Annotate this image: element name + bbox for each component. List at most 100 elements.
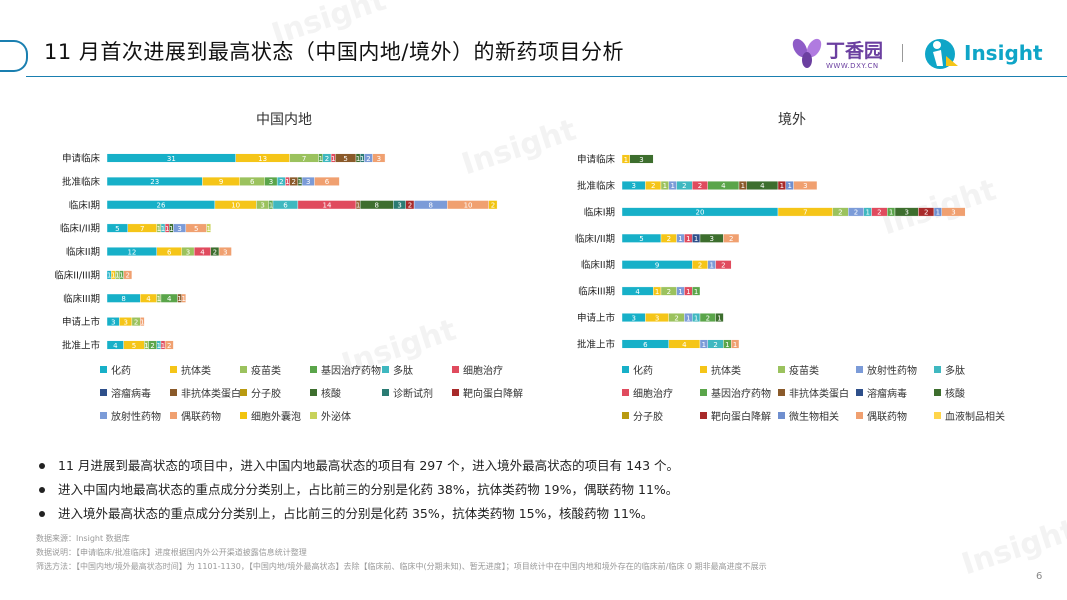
bar-value-label: 3 bbox=[709, 235, 713, 243]
bar-value-label: 3 bbox=[260, 202, 264, 210]
bar-value-label: 3 bbox=[177, 225, 181, 233]
bar-value-label: 2 bbox=[126, 272, 130, 280]
legend-item: 溶瘤病毒 bbox=[100, 385, 170, 400]
bar-value-label: 1 bbox=[725, 341, 729, 349]
bar-segment bbox=[715, 260, 732, 270]
legend-label: 抗体类 bbox=[711, 366, 741, 377]
page-number: 6 bbox=[1036, 571, 1043, 582]
bar-segment bbox=[372, 153, 386, 163]
bar-value-label: 1 bbox=[161, 342, 165, 350]
legend-item: 化药 bbox=[100, 362, 170, 377]
bar-value-label: 3 bbox=[223, 248, 227, 256]
legend-swatch bbox=[240, 366, 247, 373]
legend-swatch bbox=[310, 366, 317, 373]
category-label: 临床II期 bbox=[581, 259, 615, 271]
bar-segment bbox=[206, 223, 211, 233]
bar-value-label: 1 bbox=[865, 209, 869, 217]
bar-value-label: 6 bbox=[283, 202, 288, 210]
bar-value-label: 8 bbox=[428, 202, 432, 210]
bar-value-label: 7 bbox=[302, 155, 306, 163]
note-filter: 筛选方法：【中国内地/境外最高状态时间】为 1101-1130，【中国内地/境外… bbox=[36, 562, 767, 571]
footnotes: 数据来源：Insight 数据库 数据说明：【申请临床/批准临床】进度根据国内外… bbox=[36, 532, 767, 574]
logo-divider bbox=[902, 44, 903, 62]
legend-item: 血液制品相关 bbox=[934, 408, 1012, 423]
bar-value-label: 6 bbox=[325, 178, 330, 186]
bar-value-label: 1 bbox=[111, 272, 115, 280]
bar-segment bbox=[218, 247, 232, 256]
legend-label: 靶向蛋白降解 bbox=[463, 389, 523, 400]
bar-value-label: 1 bbox=[694, 235, 698, 243]
legend-swatch bbox=[622, 366, 629, 373]
note-description: 数据说明：【申请临床/批准临床】进度根据国内外公开渠道披露信息统计整理 bbox=[36, 548, 307, 557]
legend-label: 基因治疗药物 bbox=[321, 366, 381, 377]
legend-overseas: 化药 抗体类 疫苗类 放射性药物 多肽 细胞治疗 基因治疗药物 非抗体类蛋白 溶瘤病毒 核酸 分子胶… bbox=[622, 362, 1012, 423]
bar-value-label: 1 bbox=[269, 202, 273, 210]
legend-label: 偶联药物 bbox=[181, 412, 221, 423]
bar-value-label: 14 bbox=[322, 202, 331, 210]
legend-item: 细胞外囊泡 bbox=[240, 408, 310, 423]
bar-value-label: 4 bbox=[760, 182, 765, 190]
bar-value-label: 9 bbox=[655, 262, 659, 270]
legend-label: 分子胶 bbox=[633, 412, 663, 423]
dxy-logo-text: 丁香园 bbox=[826, 40, 884, 62]
legend-item: 基因治疗药物 bbox=[700, 385, 778, 400]
bar-value-label: 1 bbox=[360, 155, 364, 163]
bar-value-label: 1 bbox=[670, 182, 674, 190]
bar-segment bbox=[488, 200, 498, 210]
bar-value-label: 1 bbox=[686, 314, 690, 322]
bar-value-label: 9 bbox=[219, 178, 223, 186]
bar-value-label: 2 bbox=[491, 202, 495, 210]
category-label: 临床III期 bbox=[63, 293, 100, 305]
legend-label: 细胞治疗 bbox=[463, 366, 503, 377]
bar-value-label: 1 bbox=[733, 341, 737, 349]
bar-segment bbox=[181, 293, 187, 303]
legend-item: 多肽 bbox=[382, 362, 452, 377]
legend-label: 外泌体 bbox=[321, 412, 351, 423]
category-label: 临床I期 bbox=[69, 199, 100, 211]
bar-value-label: 8 bbox=[121, 295, 125, 303]
legend-item: 溶瘤病毒 bbox=[856, 385, 934, 400]
legend-label: 抗体类 bbox=[181, 366, 211, 377]
dxy-logo-url: WWW.DXY.CN bbox=[826, 62, 879, 70]
bar-value-label: 1 bbox=[780, 182, 784, 190]
bar-value-label: 4 bbox=[721, 182, 726, 190]
bar-value-label: 1 bbox=[161, 225, 165, 233]
legend-label: 靶向蛋白降解 bbox=[711, 412, 771, 423]
bar-value-label: 2 bbox=[150, 342, 154, 350]
bar-value-label: 1 bbox=[157, 295, 161, 303]
bar-value-label: 20 bbox=[696, 209, 705, 217]
legend-swatch bbox=[382, 389, 389, 396]
legend-swatch bbox=[170, 412, 177, 419]
category-label: 临床I/II期 bbox=[60, 223, 100, 235]
bar-value-label: 2 bbox=[877, 209, 881, 217]
bar-value-label: 2 bbox=[854, 209, 858, 217]
legend-label: 化药 bbox=[633, 366, 653, 377]
bar-value-label: 1 bbox=[165, 225, 169, 233]
legend-swatch bbox=[170, 389, 177, 396]
bar-value-label: 1 bbox=[285, 178, 289, 186]
bar-value-label: 2 bbox=[721, 262, 725, 270]
legend-item: 多肽 bbox=[934, 362, 1012, 377]
summary-bullets: 11 月进展到最高状态的项目中，进入中国内地最高状态的项目有 297 个，进入境… bbox=[36, 456, 679, 528]
bar-value-label: 3 bbox=[111, 318, 115, 326]
legend-item: 分子胶 bbox=[622, 408, 700, 423]
bar-value-label: 3 bbox=[123, 318, 127, 326]
bar-value-label: 4 bbox=[635, 288, 640, 296]
legend-item: 偶联药物 bbox=[170, 408, 240, 423]
chart-title-mainland: 中国内地 bbox=[256, 112, 312, 128]
bar-value-label: 3 bbox=[397, 202, 401, 210]
legend-item: 疫苗类 bbox=[240, 362, 310, 377]
bar-value-label: 10 bbox=[464, 202, 473, 210]
bar-value-label: 2 bbox=[667, 288, 671, 296]
bar-value-label: 2 bbox=[651, 182, 655, 190]
bar-value-label: 31 bbox=[167, 155, 176, 163]
bar-value-label: 5 bbox=[194, 225, 198, 233]
bar-value-label: 2 bbox=[134, 318, 138, 326]
legend-item: 靶向蛋白降解 bbox=[452, 385, 532, 400]
bar-value-label: 7 bbox=[140, 225, 144, 233]
bar-value-label: 3 bbox=[377, 155, 381, 163]
bar-value-label: 5 bbox=[132, 342, 136, 350]
legend-item: 化药 bbox=[622, 362, 700, 377]
bar-value-label: 3 bbox=[904, 209, 908, 217]
legend-label: 细胞外囊泡 bbox=[251, 412, 301, 423]
